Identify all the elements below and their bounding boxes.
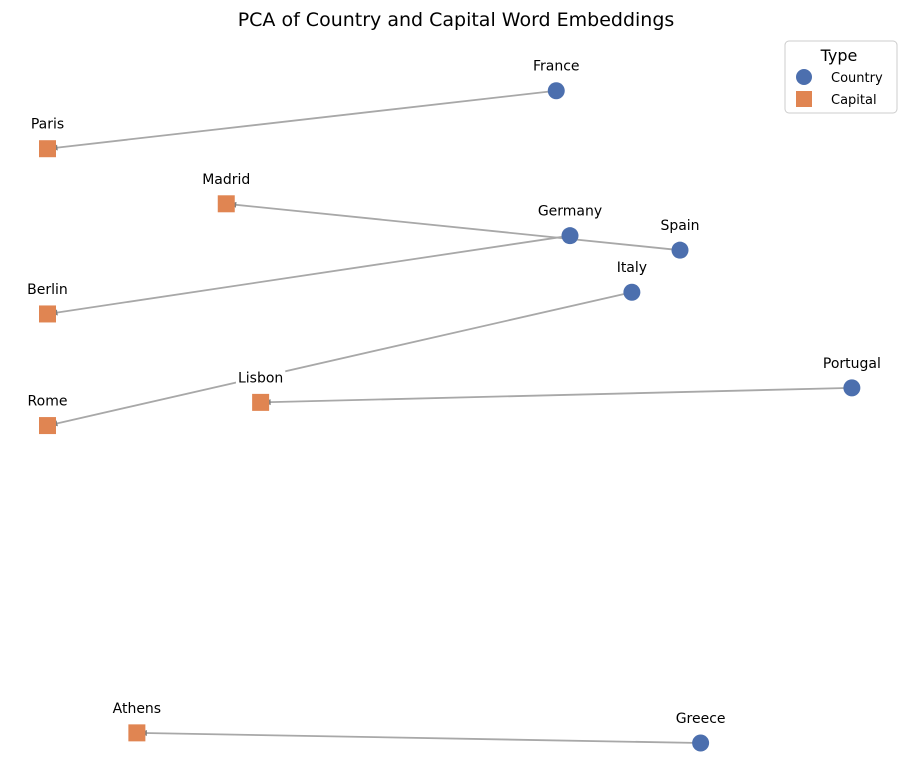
point-label-athens: Athens [113,701,161,717]
point-label-bg-spain [658,218,702,235]
point-label-bg-portugal [820,355,883,372]
point-paris [39,140,56,158]
connector-germany-berlin [47,234,571,315]
point-label-paris: Paris [31,117,64,133]
point-labels: France Germany Spain Italy Portugal Greece Par… [25,58,883,728]
connector-spain-madrid [226,202,681,252]
point-label-bg-france [530,58,582,75]
point-portugal [843,379,861,397]
point-label-bg-madrid [200,171,253,188]
data-points [39,82,861,752]
point-label-bg-rome [25,393,70,410]
point-spain [671,241,689,259]
point-label-italy: Italy [617,260,647,276]
point-italy [623,283,641,301]
point-madrid [217,195,235,213]
point-label-bg-paris [28,116,67,133]
legend-capital-label: Capital [831,93,877,108]
legend-frame [784,40,898,114]
point-label-spain: Spain [660,218,699,234]
chart-title: PCA of Country and Capital Word Embeddin… [238,9,675,31]
connector-greece-athens [136,731,701,744]
point-label-germany: Germany [538,204,602,220]
point-label-lisbon: Lisbon [238,370,283,386]
point-label-bg-berlin [25,281,70,298]
point-lisbon [252,393,270,411]
point-label-bg-germany [535,203,605,220]
legend-capital-marker [796,91,812,107]
connector-france-paris [47,89,557,150]
point-berlin [39,305,56,323]
point-label-bg-italy [614,260,650,277]
point-label-portugal: Portugal [823,356,881,372]
connector-lines [47,89,852,744]
legend: Type Country Capital [784,40,898,114]
legend-country-marker [796,69,812,85]
legend-country-label: Country [831,71,883,86]
point-label-rome: Rome [28,394,68,410]
point-label-bg-greece [673,711,728,728]
point-label-madrid: Madrid [202,172,250,188]
point-france [547,82,565,100]
point-athens [128,724,146,742]
point-rome [39,417,56,435]
legend-title: Type [820,46,858,65]
connector-portugal-lisbon [260,386,852,404]
point-label-bg-athens [110,700,164,717]
point-label-bg-lisbon [235,370,286,387]
point-label-berlin: Berlin [27,282,68,298]
point-greece [692,734,710,752]
point-label-france: France [533,59,580,75]
connector-italy-rome [47,291,633,427]
point-label-greece: Greece [676,711,726,727]
point-germany [561,227,579,245]
